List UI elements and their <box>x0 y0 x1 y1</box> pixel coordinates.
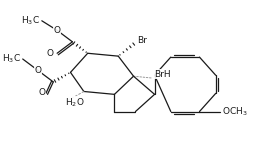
Text: H$_3$C: H$_3$C <box>2 53 21 65</box>
Text: H$_2$O: H$_2$O <box>65 97 84 109</box>
Text: O: O <box>35 66 42 75</box>
Text: Br: Br <box>137 36 147 45</box>
Text: BrH: BrH <box>155 70 171 79</box>
Text: O: O <box>54 26 61 35</box>
Text: OCH$_3$: OCH$_3$ <box>222 105 248 118</box>
Text: O: O <box>39 88 46 97</box>
Text: H$_3$C: H$_3$C <box>21 14 40 27</box>
Text: O: O <box>46 49 53 58</box>
